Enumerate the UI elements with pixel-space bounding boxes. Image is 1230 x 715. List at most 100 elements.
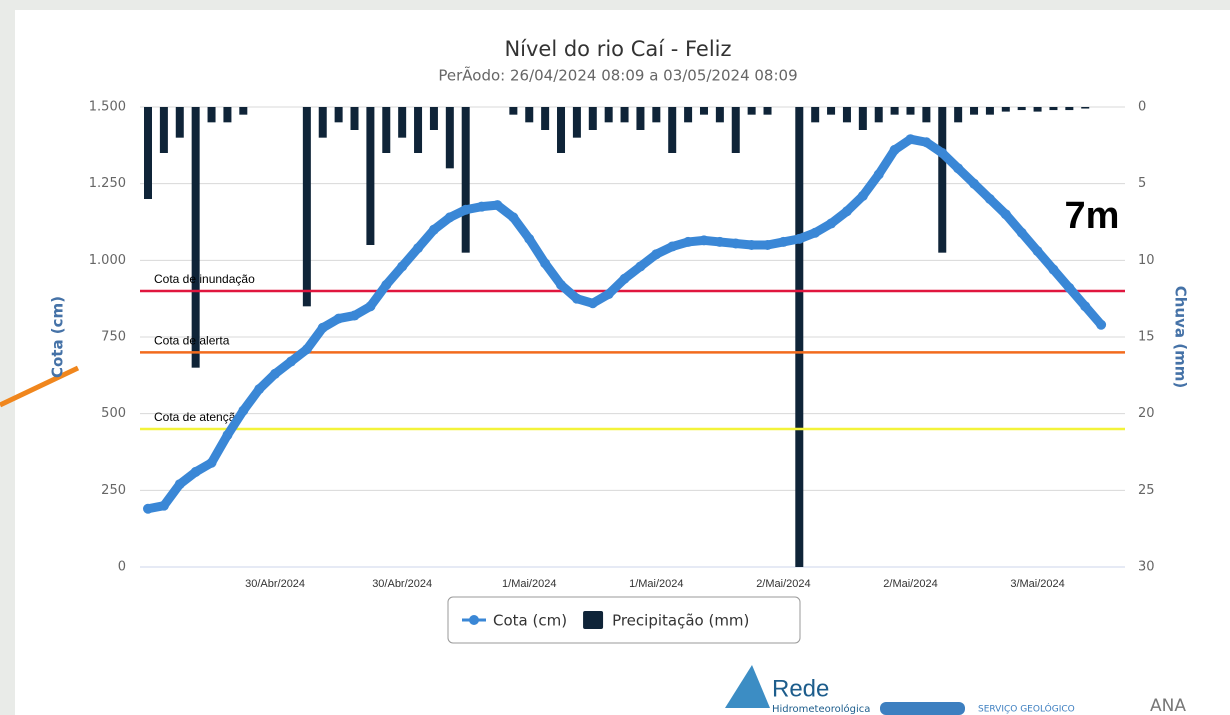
level-point — [826, 218, 837, 229]
level-point — [969, 178, 980, 189]
precip-bar — [906, 107, 915, 115]
precip-bar — [414, 107, 423, 153]
y2-tick-label: 25 — [1138, 483, 1155, 498]
legend-label: Cota (cm) — [493, 612, 567, 630]
level-point — [413, 243, 424, 254]
precip-bar — [652, 107, 661, 123]
level-point — [905, 134, 916, 145]
precip-bar — [429, 107, 438, 130]
logo-title: Rede — [772, 675, 829, 702]
y2-tick-label: 10 — [1138, 253, 1155, 268]
level-point — [714, 236, 725, 247]
precip-bar — [938, 107, 947, 253]
precip-bar — [620, 107, 629, 123]
level-point — [984, 194, 995, 204]
precip-bar — [842, 107, 851, 123]
level-point — [476, 201, 487, 212]
level-point — [889, 144, 900, 155]
level-point — [698, 235, 709, 246]
level-point — [381, 279, 392, 290]
precip-bar — [350, 107, 359, 130]
level-point — [206, 457, 217, 468]
level-point — [1032, 246, 1043, 257]
precip-bar — [191, 107, 200, 368]
y-tick-label: 0 — [118, 560, 126, 575]
precip-bar — [1033, 107, 1042, 112]
level-point — [746, 240, 757, 250]
level-point — [301, 344, 312, 355]
logo-subtitle: Hidrometeorológica — [772, 703, 870, 715]
level-point — [762, 240, 773, 250]
chart-title: Nível do rio Caí - Feliz — [504, 37, 731, 61]
precip-bar — [763, 107, 772, 115]
precip-bar — [731, 107, 740, 153]
precip-bar — [715, 107, 724, 123]
level-point — [667, 241, 678, 252]
y-tick-label: 500 — [101, 406, 126, 421]
level-point — [238, 405, 249, 416]
precip-bar — [1081, 107, 1090, 109]
annotation: 7m — [1065, 195, 1120, 237]
precip-bar — [922, 107, 931, 123]
y-tick-label: 750 — [101, 330, 126, 345]
precip-bar — [811, 107, 820, 123]
level-point — [460, 204, 471, 215]
level-point — [651, 249, 662, 260]
level-point — [1096, 319, 1107, 330]
precip-bar — [874, 107, 883, 123]
level-point — [524, 233, 535, 244]
level-point — [349, 310, 360, 321]
level-point — [444, 212, 455, 223]
level-point — [285, 356, 296, 367]
precip-bar — [970, 107, 979, 115]
level-point — [428, 224, 439, 235]
level-point — [222, 430, 233, 441]
y2-tick-label: 0 — [1138, 100, 1146, 115]
x-tick-label: 3/Mai/2024 — [1010, 578, 1064, 590]
level-point — [1080, 301, 1091, 312]
level-point — [587, 298, 598, 309]
logo-icon — [725, 665, 770, 708]
precip-bar — [382, 107, 391, 153]
x-tick-label: 30/Abr/2024 — [245, 578, 305, 590]
partner: SERVIÇO GEOLÓGICO — [978, 703, 1075, 715]
precip-bar — [636, 107, 645, 130]
level-point — [333, 313, 344, 324]
level-point — [254, 384, 265, 395]
x-tick-label: 30/Abr/2024 — [372, 578, 432, 590]
precip-bar — [1001, 107, 1010, 112]
precip-bar — [858, 107, 867, 130]
precip-bar — [302, 107, 311, 307]
level-point — [857, 190, 868, 201]
precip-bar — [1065, 107, 1074, 111]
y-axis-title: Cota (cm) — [49, 296, 67, 378]
precip-bar — [366, 107, 375, 245]
level-point — [778, 236, 789, 247]
x-tick-label: 2/Mai/2024 — [883, 578, 937, 590]
footer: Rede Hidrometeorológica SERVIÇO GEOLÓGIC… — [725, 665, 1186, 715]
precip-bar — [1049, 107, 1058, 111]
level-point — [1048, 264, 1059, 275]
y-tick-label: 1.000 — [89, 253, 126, 268]
level-point — [810, 227, 821, 238]
level-point — [270, 368, 281, 379]
logo-band — [880, 702, 965, 715]
level-point — [1000, 209, 1011, 220]
level-point — [937, 148, 948, 158]
level-point — [397, 261, 408, 272]
level-point — [1016, 227, 1027, 238]
level-point — [556, 279, 567, 290]
precip-bar — [747, 107, 756, 115]
level-point — [317, 322, 328, 333]
precip-bar — [604, 107, 613, 123]
precip-bar — [684, 107, 693, 123]
level-point — [1064, 282, 1075, 293]
level-point — [921, 137, 932, 148]
level-point — [730, 238, 741, 249]
legend-label: Precipitação (mm) — [612, 612, 749, 630]
precip-bar — [699, 107, 708, 115]
y-tick-label: 1.250 — [89, 176, 126, 191]
level-point — [174, 479, 185, 490]
y-tick-label: 1.500 — [89, 100, 126, 115]
